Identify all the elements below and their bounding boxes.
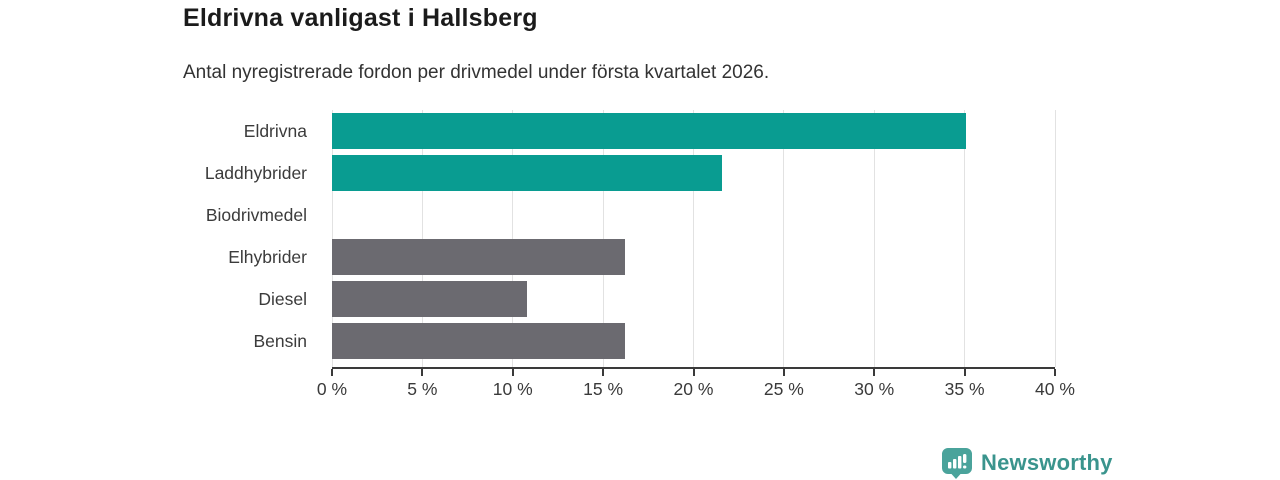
axis-tick	[602, 369, 605, 376]
branding: Newsworthy	[941, 447, 1113, 479]
gridline	[783, 110, 785, 367]
axis-tick-label: 20 %	[673, 379, 714, 399]
plot-area: 0 % 5 % 10 % 15 % 20 % 25 % 30 % 35 % 40 %	[317, 110, 1075, 399]
axis-tick	[331, 369, 333, 376]
gridline	[512, 110, 514, 367]
branding-wordmark: Newsworthy	[981, 450, 1113, 475]
category-axis: Eldrivna Laddhybrider Biodrivmedel Elhybrid…	[0, 110, 320, 367]
chart-title: Eldrivna vanligast i Hallsberg	[183, 4, 538, 32]
category-label-eldrivna: Eldrivna	[243, 120, 307, 141]
newsworthy-chart-bubble-icon	[942, 448, 972, 479]
axis-tick-label: 0 %	[316, 379, 348, 399]
axis-tick-label: 30 %	[854, 379, 895, 399]
gridline	[331, 110, 333, 367]
chart-subtitle: Antal nyregistrerade fordon per drivmede…	[183, 62, 770, 83]
axis-tick-label: 25 %	[763, 379, 804, 399]
axis-tick-label: 5 %	[407, 379, 438, 399]
axis-tick-label: 15 %	[583, 379, 624, 399]
axis-tick	[421, 369, 424, 376]
bar-eldrivna	[332, 113, 967, 149]
category-label-laddhybrider: Laddhybrider	[204, 162, 307, 183]
axis-tick	[782, 369, 785, 376]
category-label-biodrivmedel: Biodrivmedel	[205, 204, 307, 225]
bar-diesel	[332, 281, 528, 317]
category-label-elhybrider: Elhybrider	[228, 246, 307, 267]
axis-tick	[692, 369, 695, 376]
axis-tick-label: 35 %	[944, 379, 985, 399]
gridline	[421, 110, 423, 367]
gridline	[873, 110, 875, 367]
bar-laddhybrider	[332, 155, 723, 191]
category-label-diesel: Diesel	[258, 288, 307, 309]
gridline	[602, 110, 604, 367]
axis-tick	[1054, 369, 1056, 376]
axis-tick-label: 10 %	[492, 379, 533, 399]
category-label-bensin: Bensin	[253, 330, 307, 351]
axis-tick	[511, 369, 514, 376]
gridline	[964, 110, 966, 367]
gridline	[693, 110, 694, 367]
bar-elhybrider	[332, 239, 625, 275]
axis-tick	[873, 369, 876, 376]
gridline	[1054, 110, 1056, 367]
bar-bensin	[332, 323, 625, 359]
axis-tick	[963, 369, 966, 376]
axis-tick-label: 40 %	[1035, 379, 1075, 399]
